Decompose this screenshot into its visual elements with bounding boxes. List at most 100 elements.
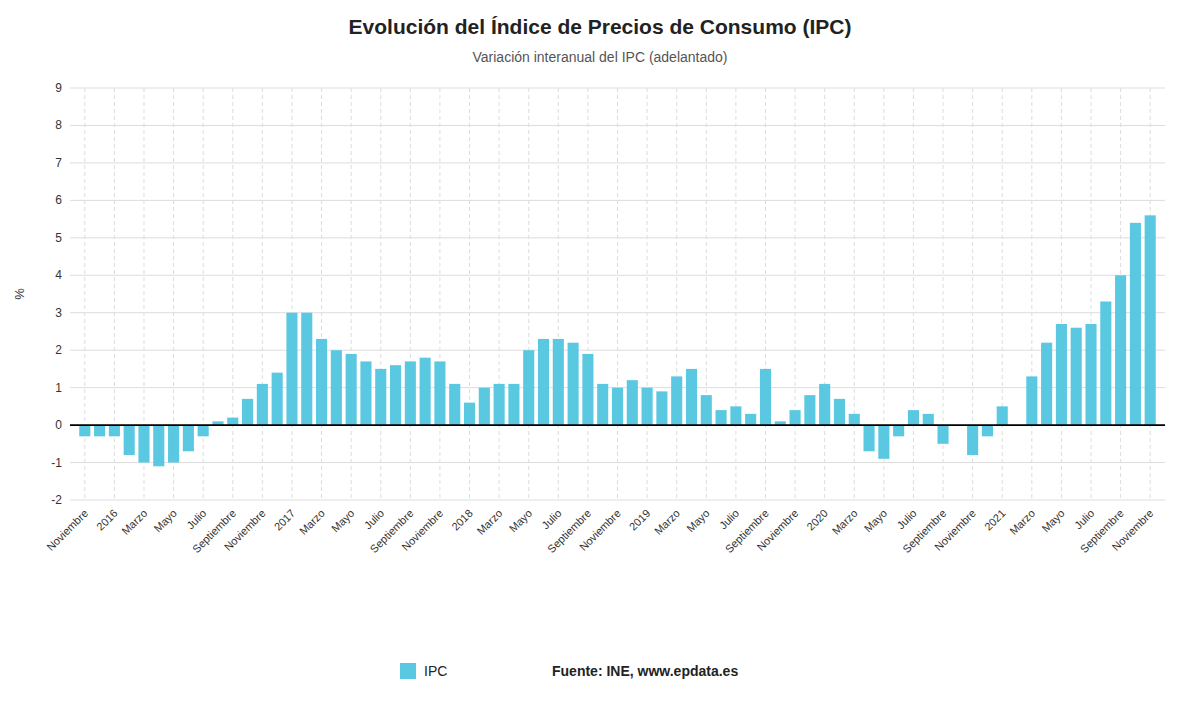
bar bbox=[1085, 324, 1096, 425]
x-tick-label: Marzo bbox=[297, 507, 327, 537]
x-grid-line bbox=[558, 88, 559, 500]
x-tick-label: Mayo bbox=[684, 507, 712, 535]
bar bbox=[997, 406, 1008, 425]
bar bbox=[849, 414, 860, 425]
bar bbox=[642, 388, 653, 425]
bar bbox=[272, 373, 283, 425]
bar bbox=[1115, 275, 1126, 425]
x-grid-line bbox=[351, 88, 352, 500]
bar bbox=[494, 384, 505, 425]
y-tick-label: -1 bbox=[51, 456, 62, 470]
x-tick-label: Mayo bbox=[507, 507, 535, 535]
x-tick-label: Julio bbox=[1072, 507, 1096, 531]
bar bbox=[153, 425, 164, 466]
bar bbox=[908, 410, 919, 425]
bar bbox=[656, 391, 667, 425]
x-tick-label: Noviembre bbox=[932, 507, 978, 553]
bars bbox=[79, 215, 1156, 466]
bar bbox=[434, 361, 445, 425]
bar bbox=[346, 354, 357, 425]
bar bbox=[316, 339, 327, 425]
y-tick-label: 9 bbox=[55, 81, 62, 95]
x-tick-label: Julio bbox=[362, 507, 386, 531]
bar bbox=[420, 358, 431, 425]
bar bbox=[597, 384, 608, 425]
y-axis-label: % bbox=[12, 288, 27, 300]
x-tick-label: Marzo bbox=[652, 507, 682, 537]
bar bbox=[878, 425, 889, 459]
subtitle: Variación interanual del IPC (adelantado… bbox=[472, 49, 727, 65]
x-tick-label: Mayo bbox=[329, 507, 357, 535]
bar bbox=[301, 313, 312, 425]
y-tick-label: 7 bbox=[55, 156, 62, 170]
bar bbox=[479, 388, 490, 425]
bar bbox=[1145, 215, 1156, 425]
x-grid-line bbox=[321, 88, 322, 500]
chart: Evolución del Índice de Precios de Consu… bbox=[0, 0, 1200, 705]
x-tick-label: Julio bbox=[894, 507, 918, 531]
bar bbox=[138, 425, 149, 462]
zero-line bbox=[70, 424, 1165, 426]
bar bbox=[1026, 376, 1037, 425]
x-grid-line bbox=[1002, 88, 1003, 500]
bar bbox=[804, 395, 815, 425]
x-grid-line bbox=[587, 88, 588, 500]
x-tick-label: Mayo bbox=[862, 507, 890, 535]
x-grid-line bbox=[291, 88, 292, 500]
x-grid-line bbox=[114, 88, 115, 500]
bar bbox=[168, 425, 179, 462]
y-grid-line bbox=[70, 162, 1165, 163]
bar bbox=[360, 361, 371, 425]
x-grid-line bbox=[913, 88, 914, 500]
bar bbox=[331, 350, 342, 425]
bar bbox=[464, 403, 475, 425]
bar bbox=[449, 384, 460, 425]
bar bbox=[390, 365, 401, 425]
legend: IPC bbox=[400, 663, 447, 679]
bar bbox=[183, 425, 194, 451]
y-tick-label: 5 bbox=[55, 231, 62, 245]
x-tick-label: Noviembre bbox=[222, 507, 268, 553]
x-tick-label: Julio bbox=[717, 507, 741, 531]
x-grid-line bbox=[735, 88, 736, 500]
x-grid-line bbox=[1091, 88, 1092, 500]
y-tick-label: 8 bbox=[55, 118, 62, 132]
bar bbox=[834, 399, 845, 425]
y-tick-label: 6 bbox=[55, 193, 62, 207]
bar bbox=[627, 380, 638, 425]
x-grid-line bbox=[854, 88, 855, 500]
x-tick-label: 2018 bbox=[449, 507, 475, 533]
bar bbox=[1041, 343, 1052, 425]
bar bbox=[94, 425, 105, 436]
bar bbox=[405, 361, 416, 425]
x-grid-line bbox=[232, 88, 233, 500]
bar bbox=[375, 369, 386, 425]
x-grid-line bbox=[617, 88, 618, 500]
bar bbox=[864, 425, 875, 451]
x-tick-label: Julio bbox=[539, 507, 563, 531]
y-grid-line bbox=[70, 275, 1165, 276]
y-tick-label: -2 bbox=[51, 493, 62, 507]
x-grid-line bbox=[380, 88, 381, 500]
x-grid-line bbox=[262, 88, 263, 500]
bar bbox=[1100, 301, 1111, 425]
bar bbox=[124, 425, 135, 455]
x-tick-label: Noviembre bbox=[754, 507, 800, 553]
x-tick-label: Marzo bbox=[830, 507, 860, 537]
bar bbox=[227, 418, 238, 425]
x-grid-line bbox=[676, 88, 677, 500]
bar bbox=[701, 395, 712, 425]
bar bbox=[790, 410, 801, 425]
bar bbox=[538, 339, 549, 425]
x-tick-label: 2017 bbox=[272, 507, 298, 533]
x-tick-label: 2016 bbox=[94, 507, 120, 533]
x-grid-line bbox=[84, 88, 85, 500]
x-tick-label: Noviembre bbox=[1110, 507, 1156, 553]
bar bbox=[568, 343, 579, 425]
x-tick-label: Mayo bbox=[151, 507, 179, 535]
bar bbox=[257, 384, 268, 425]
bar bbox=[671, 376, 682, 425]
x-tick-label: Noviembre bbox=[44, 507, 90, 553]
x-tick-label: Marzo bbox=[1007, 507, 1037, 537]
bar bbox=[523, 350, 534, 425]
